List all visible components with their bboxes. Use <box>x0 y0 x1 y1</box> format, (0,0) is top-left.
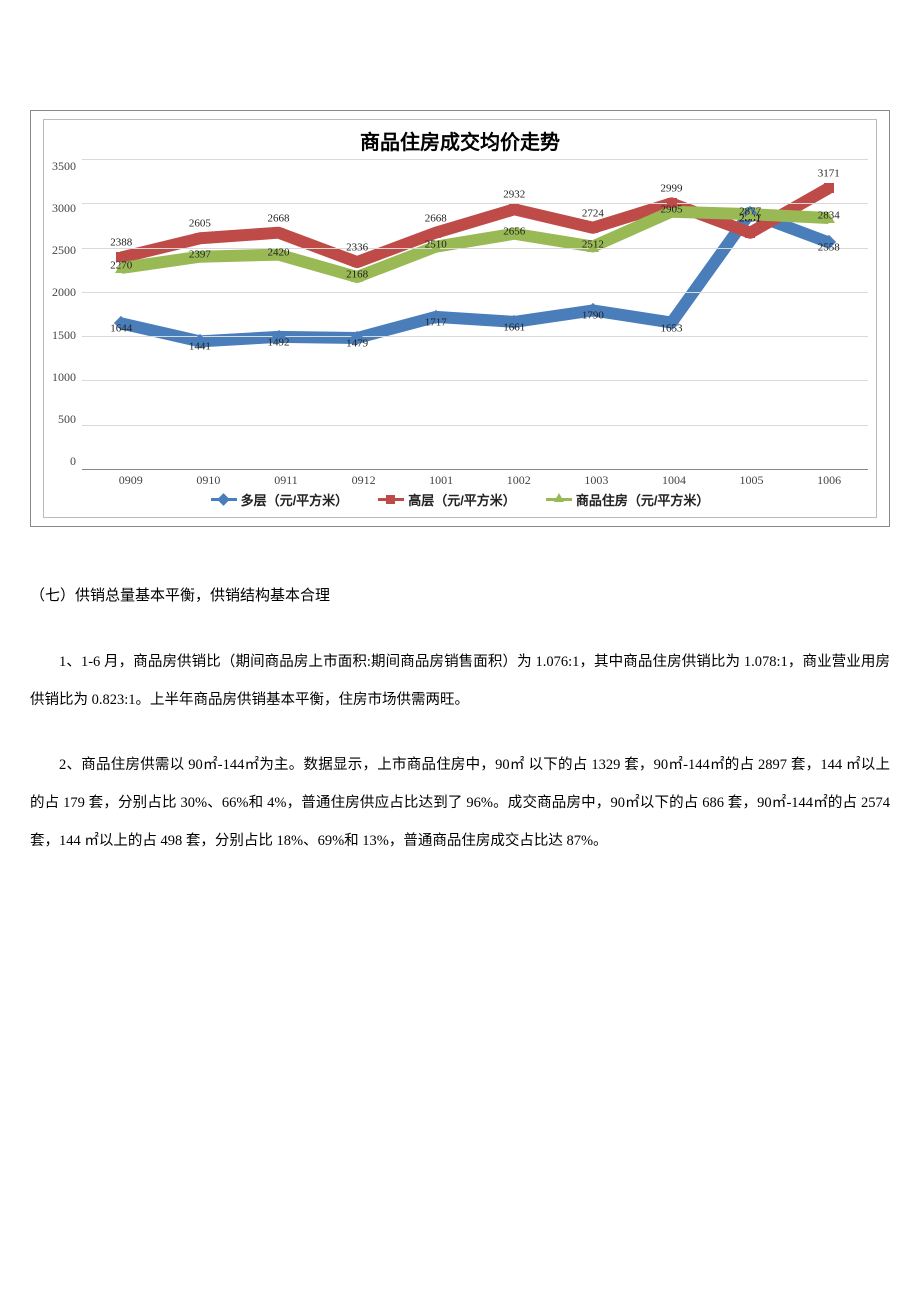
data-label: 2512 <box>582 238 604 250</box>
gridline <box>82 425 868 426</box>
legend-swatch <box>211 498 237 501</box>
data-point <box>588 223 598 233</box>
data-label: 2420 <box>268 246 290 258</box>
data-label: 2388 <box>110 237 132 249</box>
data-point <box>824 183 834 193</box>
data-label: 2668 <box>425 212 447 224</box>
data-point <box>352 257 362 267</box>
data-label: 2558 <box>818 242 840 254</box>
data-label: 2605 <box>189 218 211 230</box>
data-point <box>745 228 755 238</box>
legend-swatch <box>546 498 572 501</box>
y-tick-label: 0 <box>70 454 76 469</box>
gridline <box>82 203 868 204</box>
data-label: 2999 <box>661 183 683 195</box>
legend-label: 商品住房（元/平方米） <box>576 490 710 509</box>
chart-title: 商品住房成交均价走势 <box>52 126 868 155</box>
x-tick-label: 0912 <box>325 473 403 488</box>
data-point <box>431 228 441 238</box>
data-point <box>195 233 205 243</box>
data-point <box>274 228 284 238</box>
y-tick-label: 1500 <box>52 328 76 343</box>
legend-item: 商品住房（元/平方米） <box>546 490 710 509</box>
paragraph-1: 1、1-6 月，商品房供销比（期间商品房上市面积:期间商品房销售面积）为 1.0… <box>30 644 890 719</box>
data-label: 2877 <box>739 206 761 218</box>
data-point <box>509 204 519 214</box>
data-label: 2724 <box>582 207 604 219</box>
data-label: 1790 <box>582 310 604 322</box>
y-tick-label: 2500 <box>52 243 76 258</box>
x-tick-label: 0911 <box>247 473 325 488</box>
x-tick-label: 1006 <box>790 473 868 488</box>
x-tick-label: 1002 <box>480 473 558 488</box>
section-heading: （七）供销总量基本平衡，供销结构基本合理 <box>30 577 890 616</box>
data-label: 1653 <box>661 322 683 334</box>
data-label: 2510 <box>425 238 447 250</box>
paragraph-2: 2、商品住房供需以 90㎡-144㎡为主。数据显示，上市商品住房中，90㎡ 以下… <box>30 747 890 860</box>
plot-wrap: 3500 3000 2500 2000 1500 1000 500 0 1644 1441 149… <box>52 159 868 469</box>
gridline <box>82 380 868 381</box>
x-tick-label: 1005 <box>713 473 791 488</box>
data-label: 2336 <box>346 242 368 254</box>
chart-legend: 多层（元/平方米） 高层（元/平方米） 商品住房（元/平方米） <box>52 490 868 509</box>
data-label: 2905 <box>661 203 683 215</box>
data-label: 2834 <box>818 210 840 222</box>
document-body: （七）供销总量基本平衡，供销结构基本合理 1、1-6 月，商品房供销比（期间商品… <box>30 577 890 860</box>
legend-label: 多层（元/平方米） <box>241 490 349 509</box>
legend-label: 高层（元/平方米） <box>408 490 516 509</box>
gridline <box>82 159 868 160</box>
data-label: 2397 <box>189 248 211 260</box>
data-label: 1441 <box>189 341 211 353</box>
gridline <box>82 292 868 293</box>
legend-item: 高层（元/平方米） <box>378 490 516 509</box>
y-tick-label: 3500 <box>52 159 76 174</box>
x-tick-label: 0909 <box>92 473 170 488</box>
y-axis: 3500 3000 2500 2000 1500 1000 500 0 <box>52 159 82 469</box>
chart-container: 商品住房成交均价走势 3500 3000 2500 2000 1500 1000 500 0 … <box>30 110 890 527</box>
x-tick-label: 0910 <box>170 473 248 488</box>
chart-inner: 商品住房成交均价走势 3500 3000 2500 2000 1500 1000 500 0 … <box>43 119 877 518</box>
y-tick-label: 1000 <box>52 370 76 385</box>
x-tick-label: 1004 <box>635 473 713 488</box>
legend-swatch <box>378 498 404 501</box>
data-label: 1717 <box>425 317 447 329</box>
data-label: 2932 <box>503 189 525 201</box>
y-tick-label: 3000 <box>52 201 76 216</box>
y-tick-label: 500 <box>58 412 76 427</box>
data-label: 1644 <box>110 323 132 335</box>
y-tick-label: 2000 <box>52 285 76 300</box>
x-axis: 0909091009110912100110021003100410051006 <box>92 469 868 488</box>
data-label: 3171 <box>818 168 840 180</box>
x-tick-label: 1003 <box>558 473 636 488</box>
data-label: 1492 <box>268 336 290 348</box>
legend-item: 多层（元/平方米） <box>211 490 349 509</box>
data-label: 2656 <box>503 225 525 237</box>
data-label: 2168 <box>346 269 368 281</box>
plot-area: 1644144114921479171716611790165328912558… <box>82 159 868 469</box>
x-tick-label: 1001 <box>402 473 480 488</box>
data-label: 2668 <box>268 212 290 224</box>
data-label: 1661 <box>503 321 525 333</box>
data-label: 2270 <box>110 260 132 272</box>
data-label: 1479 <box>346 338 368 350</box>
